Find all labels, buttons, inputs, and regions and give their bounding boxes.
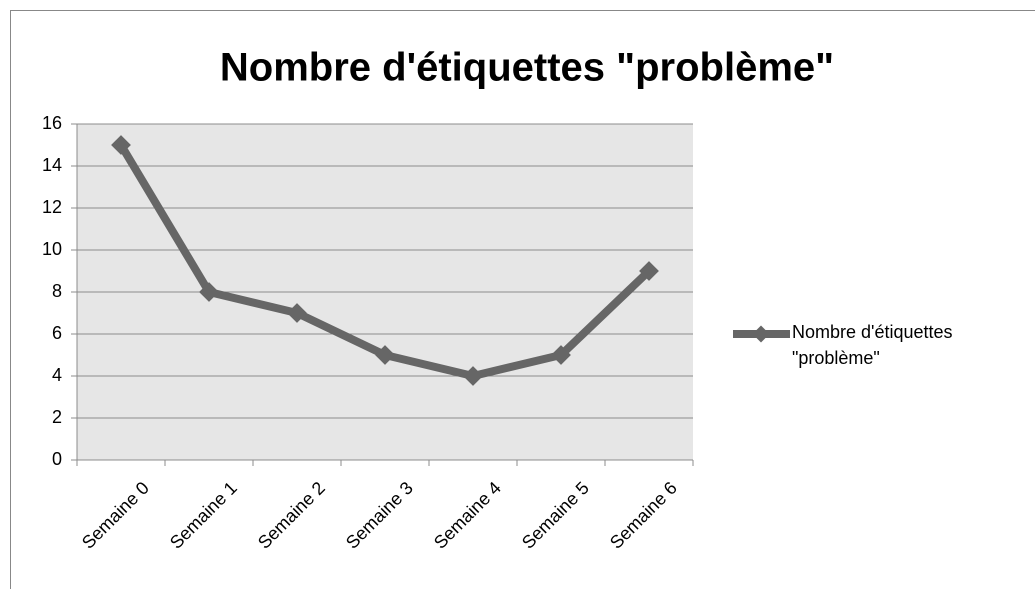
y-tick-label: 4 bbox=[52, 365, 62, 385]
y-tick-label: 6 bbox=[52, 323, 62, 343]
legend-marker bbox=[752, 325, 770, 343]
y-tick-label: 10 bbox=[42, 239, 62, 259]
data-point bbox=[287, 303, 307, 323]
y-tick-label: 2 bbox=[52, 407, 62, 427]
chart-title: Nombre d'étiquettes "problème" bbox=[220, 46, 834, 90]
data-point bbox=[463, 366, 483, 386]
data-point bbox=[639, 261, 659, 281]
data-point bbox=[375, 345, 395, 365]
data-point bbox=[111, 135, 131, 155]
data-point bbox=[199, 282, 219, 302]
y-tick-label: 12 bbox=[42, 197, 62, 217]
y-tick-label: 14 bbox=[42, 155, 62, 175]
y-tick-label: 16 bbox=[42, 113, 62, 133]
legend-label: Nombre d'étiquettes "problème" bbox=[792, 322, 953, 368]
y-tick-label: 0 bbox=[52, 449, 62, 469]
y-tick-label: 8 bbox=[52, 281, 62, 301]
data-point bbox=[551, 345, 571, 365]
